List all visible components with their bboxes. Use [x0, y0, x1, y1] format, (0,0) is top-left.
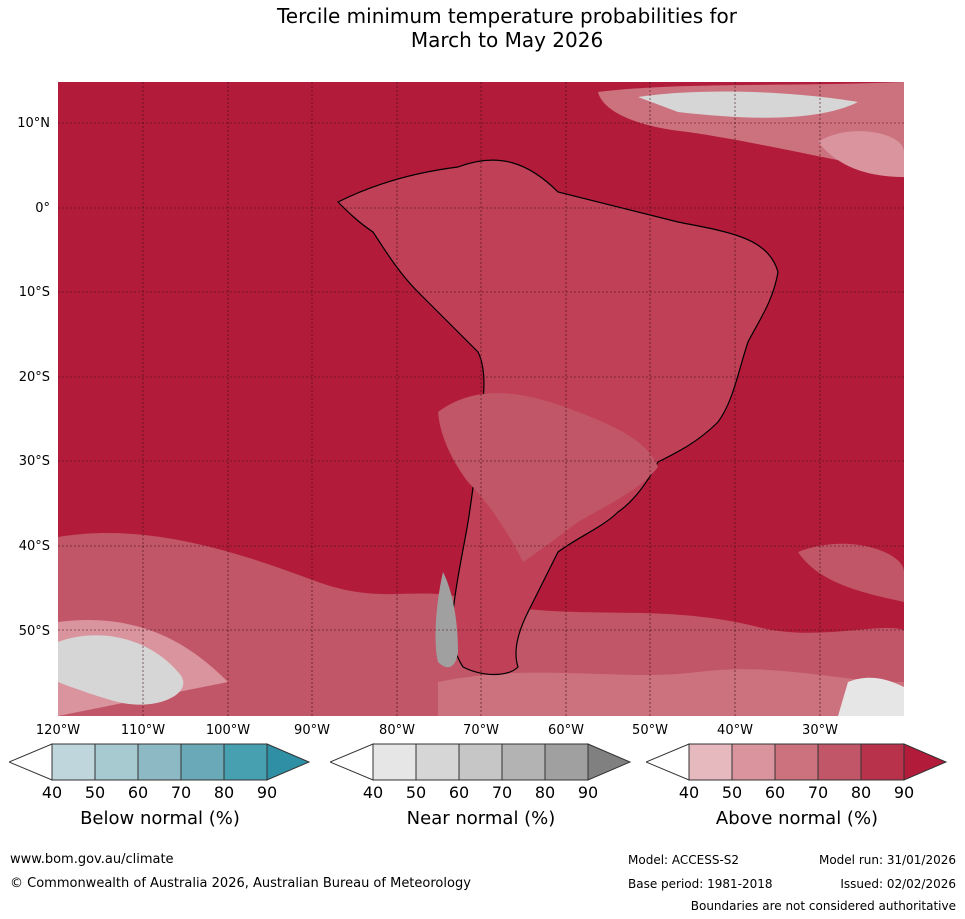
- website-link[interactable]: www.bom.gov.au/climate: [10, 852, 174, 867]
- colorbar-below-normal: [9, 743, 311, 781]
- cbar-below-tick-50: 50: [84, 783, 106, 802]
- cbar-near-tick-60: 60: [448, 783, 470, 802]
- title-line-1: Tercile minimum temperature probabilitie…: [276, 4, 738, 28]
- cbar-near-bin-70: [501, 743, 546, 781]
- cbar-below-max-arrow: [266, 743, 311, 781]
- cbar-above-bin-70: [817, 743, 862, 781]
- cbar-near-bin-80: [544, 743, 589, 781]
- title-line-2: March to May 2026: [410, 28, 604, 52]
- cbar-above-tick-90: 90: [893, 783, 915, 802]
- cbar-below-bin-70: [180, 743, 225, 781]
- cbar-above-tick-60: 60: [764, 783, 786, 802]
- lon-label-120w: 120°W: [35, 723, 81, 738]
- cbar-near-max-arrow: [587, 743, 632, 781]
- cbar-near-tick-50: 50: [405, 783, 427, 802]
- probability-map: [58, 82, 904, 716]
- lon-label-90w: 90°W: [294, 723, 330, 738]
- copyright: © Commonwealth of Australia 2026, Austra…: [10, 876, 471, 891]
- model-run: Model run: 31/01/2026: [818, 853, 956, 867]
- cbar-below-bin-80: [223, 743, 268, 781]
- cbar-below-tick-90: 90: [256, 783, 278, 802]
- map-title: Tercile minimum temperature probabilitie…: [0, 4, 965, 52]
- cbar-below-title: Below normal (%): [80, 808, 240, 829]
- lat-label-40s: 40°S: [18, 539, 50, 554]
- lat-label-0: 0°: [35, 201, 50, 216]
- model-name: Model: ACCESS-S2: [628, 853, 740, 867]
- southwest-near-normal: [58, 635, 184, 705]
- lon-label-70w: 70°W: [463, 723, 499, 738]
- cbar-near-title: Near normal (%): [406, 808, 556, 829]
- cbar-below-bin-60: [137, 743, 182, 781]
- lat-label-20s: 20°S: [18, 370, 50, 385]
- map-canvas: [58, 82, 904, 716]
- lat-label-30s: 30°S: [18, 454, 50, 469]
- issued-date: Issued: 02/02/2026: [840, 877, 956, 891]
- base-period: Base period: 1981-2018: [628, 877, 773, 891]
- cbar-near-bin-50: [415, 743, 460, 781]
- cbar-below-tick-40: 40: [41, 783, 63, 802]
- cbar-near-tick-70: 70: [491, 783, 513, 802]
- graticule: [58, 82, 904, 716]
- patagonia-near-normal: [435, 572, 458, 668]
- east-south-band: [798, 543, 904, 602]
- lon-label-30w: 30°W: [802, 723, 838, 738]
- colorbar-above-normal: [646, 743, 948, 781]
- lon-label-40w: 40°W: [717, 723, 753, 738]
- lon-label-80w: 80°W: [379, 723, 415, 738]
- cbar-above-min-arrow: [646, 743, 690, 781]
- lon-label-50w: 50°W: [632, 723, 668, 738]
- lon-label-100w: 100°W: [205, 723, 251, 738]
- cbar-near-tick-80: 80: [534, 783, 556, 802]
- lon-label-110w: 110°W: [120, 723, 166, 738]
- south-band-70: [438, 669, 904, 716]
- east-patch-50: [818, 131, 904, 177]
- inland-band-80: [438, 393, 658, 562]
- cbar-below-tick-80: 80: [213, 783, 235, 802]
- cbar-above-tick-50: 50: [721, 783, 743, 802]
- cbar-above-tick-70: 70: [807, 783, 829, 802]
- cbar-near-tick-90: 90: [577, 783, 599, 802]
- cbar-above-bin-50: [731, 743, 776, 781]
- cbar-near-min-arrow: [330, 743, 374, 781]
- cbar-above-title: Above normal (%): [715, 808, 879, 829]
- cbar-near-tick-40: 40: [362, 783, 384, 802]
- cbar-below-tick-60: 60: [127, 783, 149, 802]
- lat-label-10n: 10°N: [17, 116, 50, 131]
- cbar-above-tick-40: 40: [678, 783, 700, 802]
- cbar-above-tick-80: 80: [850, 783, 872, 802]
- lon-label-60w: 60°W: [548, 723, 584, 738]
- cbar-near-bin-60: [458, 743, 503, 781]
- colorbar-near-normal: [330, 743, 632, 781]
- cbar-above-max-arrow: [903, 743, 948, 781]
- cbar-above-bin-80: [860, 743, 905, 781]
- cbar-below-bin-40: [51, 743, 96, 781]
- northeast-near-normal: [638, 91, 858, 118]
- cbar-below-min-arrow: [9, 743, 53, 781]
- cbar-above-bin-40: [688, 743, 733, 781]
- cbar-above-bin-60: [774, 743, 819, 781]
- cbar-near-bin-40: [372, 743, 417, 781]
- cbar-below-tick-70: 70: [170, 783, 192, 802]
- southeast-near-normal: [838, 677, 904, 716]
- lat-label-50s: 50°S: [18, 624, 50, 639]
- boundaries-disclaimer: Boundaries are not considered authoritat…: [690, 899, 956, 913]
- cbar-below-bin-50: [94, 743, 139, 781]
- lat-label-10s: 10°S: [18, 285, 50, 300]
